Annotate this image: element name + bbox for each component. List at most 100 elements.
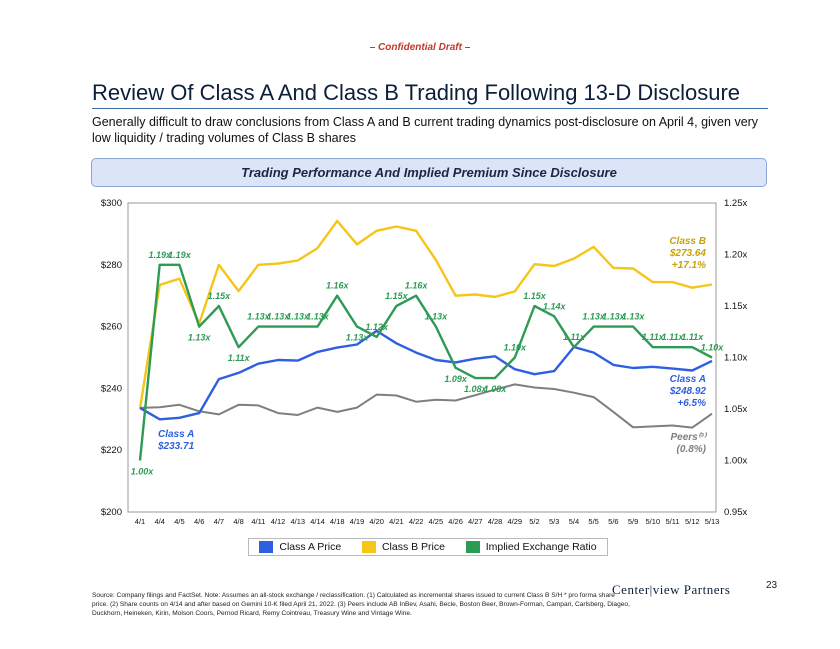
legend-item-exchange-ratio: Implied Exchange Ratio xyxy=(465,541,597,553)
ratio-data-label: 1.15x xyxy=(208,291,232,301)
x-tick-label: 5/4 xyxy=(569,517,579,526)
x-tick-label: 4/22 xyxy=(409,517,424,526)
y-left-tick-label: $220 xyxy=(101,445,122,456)
x-tick-label: 4/19 xyxy=(350,517,365,526)
x-tick-label: 4/1 xyxy=(135,517,145,526)
ratio-data-label: 1.15x xyxy=(385,291,409,301)
x-tick-label: 4/26 xyxy=(448,517,463,526)
source-footnote: Source: Company filings and FactSet. Not… xyxy=(92,592,630,617)
ratio-data-label: 1.13x xyxy=(602,312,626,322)
ratio-data-label: 1.00x xyxy=(131,467,155,477)
ratio-data-label: 1.14x xyxy=(543,301,567,311)
ratio-data-label: 1.13x xyxy=(267,312,291,322)
annotation-line: Class A xyxy=(670,374,706,385)
ratio-data-label: 1.13x xyxy=(622,312,646,322)
y-right-tick-label: 1.05x xyxy=(724,404,747,415)
legend-swatch-class-a xyxy=(259,541,274,553)
x-tick-label: 5/13 xyxy=(705,517,720,526)
x-tick-label: 4/21 xyxy=(389,517,404,526)
title-divider xyxy=(92,108,768,109)
ratio-data-label: 1.12x xyxy=(365,322,389,332)
x-tick-label: 4/20 xyxy=(369,517,384,526)
ratio-data-label: 1.10x xyxy=(503,343,527,353)
x-tick-label: 4/12 xyxy=(271,517,286,526)
ratio-data-label: 1.16x xyxy=(405,281,429,291)
x-tick-label: 4/28 xyxy=(488,517,503,526)
series-line-class-a-price xyxy=(139,329,713,421)
annotation-line: +6.5% xyxy=(677,398,706,409)
annotation-line: +17.1% xyxy=(672,260,706,271)
y-left-tick-label: $200 xyxy=(101,507,122,518)
y-right-tick-label: 1.25x xyxy=(724,198,747,209)
page-subtitle: Generally difficult to draw conclusions … xyxy=(92,115,759,145)
y-right-tick-label: 1.15x xyxy=(724,301,747,312)
x-tick-label: 4/25 xyxy=(429,517,444,526)
chart-banner-text: Trading Performance And Implied Premium … xyxy=(241,165,617,180)
ratio-data-label: 1.11x xyxy=(563,332,586,342)
annotation-line: Class B xyxy=(669,236,706,247)
annotation-class-a-end: Class A $248.92 +6.5% xyxy=(669,374,707,409)
annotation-line: $233.71 xyxy=(157,441,195,452)
annotation-class-a-start: Class A $233.71 xyxy=(157,429,195,452)
annotation-line: Peers⁽³⁾ xyxy=(671,432,708,443)
y-right-tick-label: 1.00x xyxy=(724,456,747,467)
ratio-data-label: 1.09x xyxy=(444,374,468,384)
ratio-data-label: 1.13x xyxy=(582,312,606,322)
centerview-logo: Center|view Partners xyxy=(612,582,731,597)
x-tick-label: 5/3 xyxy=(549,517,559,526)
x-tick-label: 5/2 xyxy=(529,517,539,526)
x-tick-label: 5/9 xyxy=(628,517,638,526)
x-tick-label: 4/7 xyxy=(214,517,224,526)
series-line-class-b-price xyxy=(138,219,713,409)
legend-swatch-exchange-ratio xyxy=(465,541,480,553)
ratio-data-label: 1.19x xyxy=(168,250,192,260)
x-tick-label: 5/11 xyxy=(666,517,680,526)
ratio-data-label: 1.11x xyxy=(662,332,685,342)
y-left-tick-label: $280 xyxy=(101,260,122,271)
series-line-peers xyxy=(139,383,713,429)
x-tick-label: 4/29 xyxy=(507,517,522,526)
ratio-data-label: 1.13x xyxy=(306,312,330,322)
x-tick-label: 5/6 xyxy=(608,517,618,526)
x-tick-label: 4/27 xyxy=(468,517,483,526)
ratio-data-label: 1.13x xyxy=(247,312,271,322)
annotation-line: (0.8%) xyxy=(677,444,707,455)
x-tick-label: 4/14 xyxy=(310,517,325,526)
legend-label-class-a: Class A Price xyxy=(279,541,342,553)
annotation-peers-end: Peers⁽³⁾ (0.8%) xyxy=(671,432,708,455)
ratio-data-label: 1.08x xyxy=(464,384,488,394)
legend-item-class-b: Class B Price xyxy=(361,541,445,553)
ratio-data-label: 1.11x xyxy=(228,353,251,363)
x-tick-label: 4/5 xyxy=(174,517,184,526)
annotation-line: $273.64 xyxy=(669,248,707,259)
y-right-tick-label: 0.95x xyxy=(724,507,747,518)
ratio-data-label: 1.13x xyxy=(346,333,370,343)
y-left-tick-label: $260 xyxy=(101,322,122,333)
annotation-class-b-end: Class B $273.64 +17.1% xyxy=(669,236,707,271)
ratio-data-label: 1.16x xyxy=(326,281,350,291)
ratio-data-label: 1.13x xyxy=(287,312,311,322)
chart-banner: Trading Performance And Implied Premium … xyxy=(91,158,767,187)
legend-label-class-b: Class B Price xyxy=(381,541,445,553)
y-right-tick-label: 1.20x xyxy=(724,250,747,261)
y-left-tick-label: $240 xyxy=(101,383,122,394)
legend-item-class-a: Class A Price xyxy=(259,541,341,553)
ratio-data-label: 1.10x xyxy=(701,343,725,353)
ratio-data-label: 1.15x xyxy=(523,291,547,301)
ratio-data-label: 1.11x xyxy=(681,332,704,342)
x-tick-label: 4/6 xyxy=(194,517,204,526)
plot-frame xyxy=(127,202,717,513)
ratio-data-label: 1.11x xyxy=(642,332,665,342)
x-tick-label: 5/5 xyxy=(588,517,598,526)
x-tick-label: 4/11 xyxy=(251,517,265,526)
x-tick-label: 4/8 xyxy=(233,517,243,526)
x-tick-label: 4/13 xyxy=(290,517,305,526)
x-tick-label: 5/12 xyxy=(685,517,700,526)
legend-label-exchange-ratio: Implied Exchange Ratio xyxy=(485,541,597,553)
page-number: 23 xyxy=(766,580,778,591)
y-right-tick-label: 1.10x xyxy=(724,353,747,364)
x-tick-label: 5/10 xyxy=(646,517,661,526)
ratio-data-label: 1.19x xyxy=(148,250,172,260)
y-left-tick-label: $300 xyxy=(101,198,122,209)
chart-legend: Class A Price Class B Price Implied Exch… xyxy=(248,538,608,556)
